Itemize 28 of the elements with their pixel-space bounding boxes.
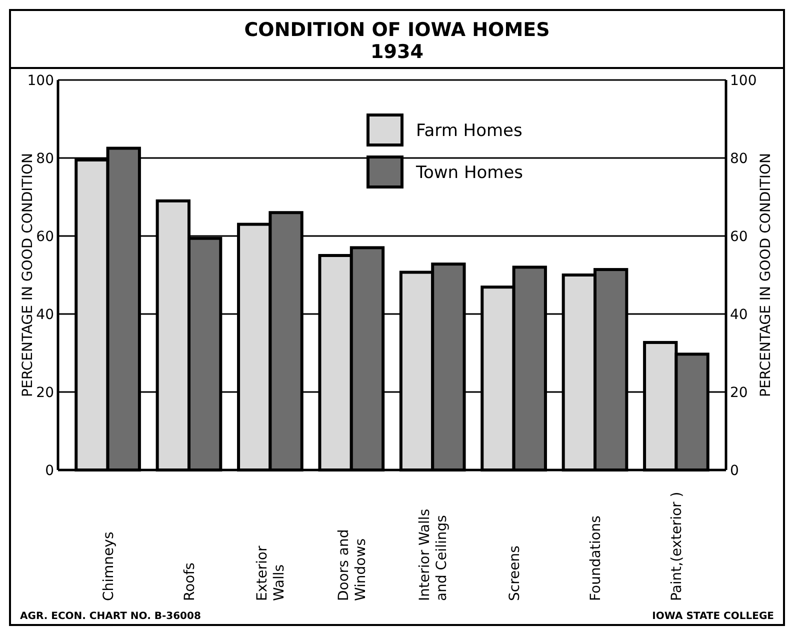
- x-tick-label: Interior Walls and Ceilings: [417, 508, 450, 601]
- y2-tick-label: 80: [730, 150, 748, 167]
- y2-tick-label: 20: [730, 384, 748, 401]
- x-tick-label: Roofs: [182, 562, 198, 601]
- chart-title: CONDITION OF IOWA HOMES: [244, 19, 550, 41]
- y-tick-label: 0: [45, 462, 54, 479]
- x-tick-label: Foundations: [588, 516, 604, 601]
- chart-subtitle: 1934: [370, 41, 424, 63]
- legend-label: Town Homes: [415, 163, 524, 183]
- y-tick-label: 60: [36, 228, 54, 245]
- y2-axis-title: PERCENTAGE IN GOOD CONDITION: [758, 153, 774, 397]
- y2-tick-label: 60: [730, 228, 748, 245]
- text: IOWA STATE COLLEGE: [652, 611, 774, 622]
- y2-tick-label: 100: [730, 72, 757, 89]
- y2-tick-label: 0: [730, 462, 739, 479]
- legend-label: Farm Homes: [416, 121, 522, 141]
- y-tick-label: 40: [36, 306, 54, 323]
- y-tick-label: 100: [27, 72, 54, 89]
- y-tick-label: 80: [36, 150, 54, 167]
- y-tick-label: 20: [36, 384, 54, 401]
- text: AGR. ECON. CHART NO. B-36008: [20, 611, 201, 622]
- x-tick-label: Paint,(exterior ): [669, 492, 686, 601]
- x-tick-label: Screens: [506, 546, 523, 601]
- x-tick-label: Chimneys: [100, 532, 117, 601]
- y2-tick-label: 40: [730, 306, 748, 323]
- x-tick-label: Doors and Windows: [336, 529, 369, 601]
- y-axis-title: PERCENTAGE IN GOOD CONDITION: [20, 153, 36, 397]
- x-tick-label: Exterior Walls: [254, 546, 288, 601]
